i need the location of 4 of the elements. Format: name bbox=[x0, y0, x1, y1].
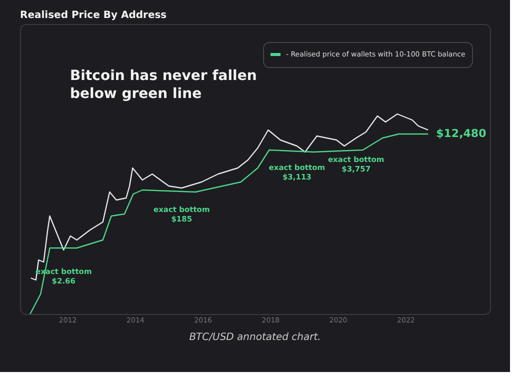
chart-title: Realised Price By Address bbox=[20, 10, 167, 21]
text: Bitcoin has never fallen below green line bbox=[70, 68, 257, 102]
text: BTC/USD annotated chart. bbox=[189, 332, 321, 343]
annotation: $12,480 bbox=[436, 127, 487, 140]
